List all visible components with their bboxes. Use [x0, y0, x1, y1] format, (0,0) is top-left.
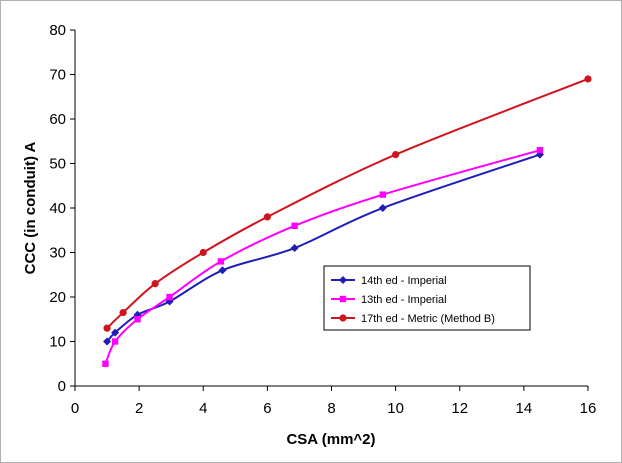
- series-2: [102, 146, 544, 367]
- x-axis: 0 2 4 6 8 10 12 14 16: [71, 385, 597, 417]
- data-point: [134, 316, 141, 323]
- legend-entry: 17th ed - Metric (Method B): [331, 313, 495, 325]
- y-axis-title: CCC (in conduit) A: [22, 141, 39, 274]
- data-point: [290, 244, 299, 253]
- legend-label: 14th ed - Imperial: [361, 275, 447, 287]
- y-tick-label: 70: [49, 67, 66, 84]
- data-point: [111, 338, 119, 345]
- legend-swatch-marker: [339, 295, 347, 303]
- y-tick-label: 0: [58, 378, 66, 395]
- legend-entry: 14th ed - Imperial: [331, 275, 447, 287]
- data-point: [103, 324, 111, 332]
- legend: 14th ed - Imperial 13th ed - Imperial 17th…: [323, 265, 531, 331]
- series-layer: [102, 75, 592, 367]
- legend-swatch-marker: [339, 276, 347, 284]
- x-tick-label: 10: [387, 400, 404, 417]
- data-point: [151, 280, 159, 288]
- data-point: [584, 75, 592, 83]
- series-line: [106, 78, 589, 329]
- legend-swatch-marker: [339, 314, 347, 322]
- data-point: [378, 204, 387, 212]
- x-tick-label: 12: [451, 400, 468, 417]
- data-point: [102, 360, 109, 367]
- x-tick-label: 14: [516, 400, 533, 417]
- legend-box: [323, 265, 531, 331]
- data-point: [111, 328, 120, 337]
- legend-label: 13th ed - Imperial: [361, 294, 447, 306]
- data-point: [217, 258, 225, 265]
- data-point: [166, 293, 173, 301]
- data-point: [199, 248, 207, 257]
- y-tick-label: 50: [49, 156, 66, 173]
- data-point: [291, 222, 298, 229]
- y-tick-label: 80: [49, 22, 66, 39]
- x-tick-label: 8: [327, 400, 335, 417]
- legend-entry: 13th ed - Imperial: [331, 294, 447, 306]
- x-tick-label: 2: [135, 400, 143, 417]
- data-point: [379, 191, 386, 198]
- data-point: [263, 213, 271, 221]
- y-tick-label: 10: [49, 334, 66, 351]
- data-point: [536, 146, 544, 154]
- y-tick-label: 20: [49, 289, 66, 306]
- data-point: [103, 337, 112, 346]
- y-tick-label: 40: [49, 200, 66, 217]
- data-point: [392, 151, 400, 159]
- x-tick-label: 0: [71, 400, 79, 417]
- data-point: [119, 308, 127, 317]
- series-3: [103, 75, 592, 332]
- series-line: [104, 149, 541, 365]
- x-tick-label: 6: [263, 400, 271, 417]
- x-tick-label: 16: [580, 400, 597, 417]
- legend-label: 17th ed - Metric (Method B): [361, 313, 495, 325]
- data-point: [218, 266, 227, 275]
- y-axis: 0 10 20 30 40 50 60 70 80: [49, 22, 76, 395]
- y-tick-label: 30: [49, 245, 66, 262]
- y-tick-label: 60: [49, 111, 66, 128]
- x-tick-label: 4: [199, 400, 207, 417]
- x-axis-title: CSA (mm^2): [286, 431, 375, 448]
